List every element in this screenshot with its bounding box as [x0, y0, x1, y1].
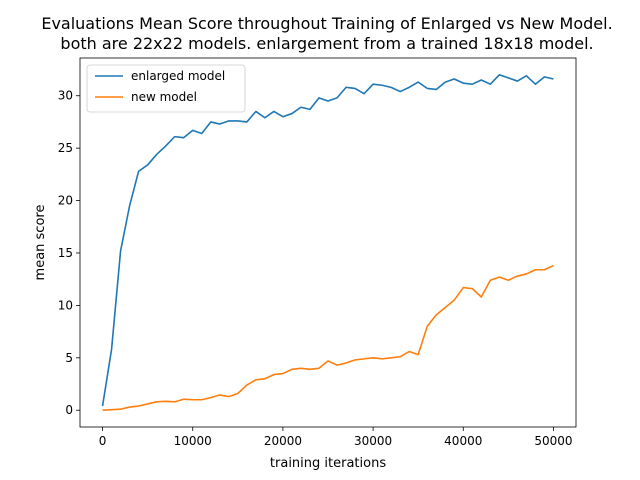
x-tick-label: 0	[99, 434, 107, 448]
y-tick-label: 15	[58, 246, 73, 260]
chart-subtitle: both are 22x22 models. enlargement from …	[60, 34, 593, 53]
x-tick-label: 30000	[354, 434, 392, 448]
y-tick-label: 20	[58, 194, 73, 208]
legend-label-new-model: new model	[131, 90, 197, 104]
series-line-new-model	[102, 264, 554, 412]
series-line-enlarged-model	[101, 73, 554, 407]
y-tick-label: 5	[65, 351, 73, 365]
x-tick-label: 10000	[174, 434, 212, 448]
legend-box	[86, 64, 246, 113]
y-tick-label: 25	[58, 141, 73, 155]
x-axis-ticks: 0 10000 20000 30000 40000 50000	[99, 427, 573, 448]
x-tick-label: 40000	[444, 434, 482, 448]
x-tick-label: 50000	[534, 434, 572, 448]
y-tick-label: 30	[58, 89, 73, 103]
legend: enlarged model new model	[86, 64, 246, 113]
x-tick-label: 20000	[264, 434, 302, 448]
x-axis-label: training iterations	[270, 456, 386, 471]
y-axis-label: mean score	[33, 205, 48, 281]
chart-title: Evaluations Mean Score throughout Traini…	[41, 14, 612, 33]
plot-frame	[79, 57, 577, 428]
legend-label-enlarged-model: enlarged model	[131, 69, 225, 83]
y-axis-ticks: 0 5 10 15 20 25 30	[58, 89, 80, 417]
y-tick-label: 10	[58, 298, 73, 312]
y-tick-label: 0	[65, 403, 73, 417]
series-lines	[101, 73, 554, 412]
